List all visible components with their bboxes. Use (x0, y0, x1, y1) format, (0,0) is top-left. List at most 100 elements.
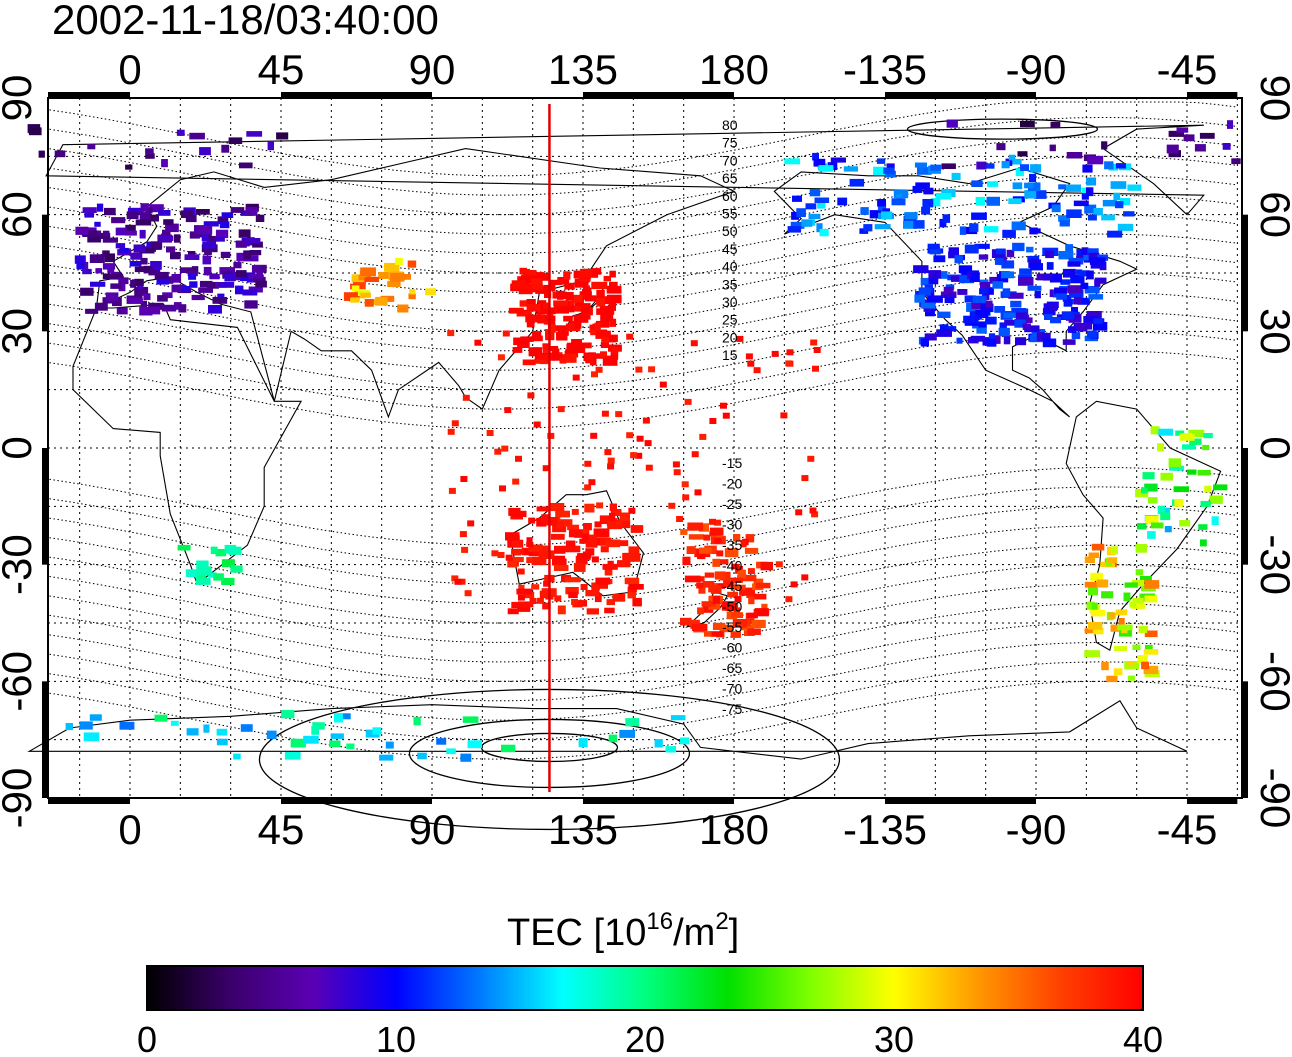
contour-label: -65 (722, 660, 742, 676)
tec-cell (89, 254, 105, 263)
tec-cell (1046, 262, 1054, 270)
tec-cell (266, 730, 277, 740)
y-tick-label-left: 90 (0, 75, 40, 122)
tec-cell (709, 418, 717, 424)
tec-cell (518, 601, 534, 608)
tec-cell (532, 347, 543, 356)
tec-cell (680, 617, 692, 626)
tec-cell (604, 449, 612, 456)
mag-lat-contour (49, 544, 1238, 624)
tec-cell (448, 487, 456, 494)
tec-cell (1015, 337, 1027, 346)
tec-cell (557, 406, 565, 413)
tec-cell (714, 537, 722, 544)
y-tick-label-left: -30 (0, 534, 40, 595)
tec-cell (145, 153, 155, 159)
tec-cell (1108, 612, 1116, 619)
tec-cell (680, 529, 688, 535)
tec-cell (608, 335, 617, 343)
tec-cell (1084, 286, 1100, 294)
x-tick-label-top: 90 (409, 46, 456, 93)
tec-cell (596, 298, 606, 307)
tec-cell (1022, 323, 1031, 330)
tec-cell (221, 577, 235, 585)
tec-cell (1132, 644, 1141, 650)
y-tick-label-right: 60 (1252, 191, 1292, 238)
tec-cell (971, 300, 987, 309)
tec-cell (604, 569, 613, 576)
tec-cell (591, 268, 602, 275)
tec-cell (876, 158, 886, 164)
tec-cell (215, 229, 229, 239)
tec-cell (75, 226, 89, 235)
tec-cell (1020, 164, 1030, 171)
tec-cell (922, 199, 934, 208)
tec-cell (714, 559, 729, 565)
tec-cell (255, 280, 267, 288)
tec-cell (630, 452, 638, 459)
tec-cell (553, 565, 569, 571)
tec-cell (451, 420, 459, 427)
tec-cell (923, 187, 934, 195)
tec-cell (591, 582, 600, 591)
tec-cell (425, 288, 436, 296)
tec-cell (1123, 211, 1135, 217)
tec-cell (642, 417, 650, 424)
tec-cell (199, 280, 213, 288)
tec-cell (692, 623, 708, 631)
tec-cell (527, 392, 535, 399)
tec-cell (573, 314, 589, 323)
tec-cell (134, 244, 145, 253)
tec-cell (335, 713, 351, 720)
tec-cell (516, 588, 533, 595)
tec-cell (730, 584, 746, 590)
tec-cell (179, 267, 195, 273)
tec-cell (1086, 270, 1094, 280)
tec-cell (607, 520, 623, 530)
tec-cell (94, 221, 101, 227)
tec-cell (528, 517, 536, 524)
colorbar: TEC [1016/m2] 0 10 20 30 40 (137, 908, 1163, 1057)
tec-cell (860, 207, 869, 215)
tec-cell (654, 739, 663, 748)
tec-cell (807, 455, 815, 462)
tec-cell (119, 721, 135, 730)
tec-cell (747, 612, 758, 618)
contour-label: 75 (722, 135, 738, 151)
tec-cell (696, 582, 704, 589)
tec-cell (703, 631, 712, 637)
tec-cell (607, 457, 615, 464)
tec-cell (526, 557, 534, 564)
tec-cell (215, 236, 225, 242)
tec-cell (1090, 609, 1106, 617)
frame-bar (885, 798, 1037, 804)
tec-cell (681, 481, 689, 488)
tec-cell (1068, 326, 1077, 333)
tec-cell (102, 230, 110, 237)
tec-cell (573, 270, 583, 279)
tec-cell (189, 132, 205, 140)
tec-cell (512, 510, 527, 518)
tec-cell (177, 544, 191, 551)
tec-cell (539, 358, 549, 365)
tec-cell (544, 289, 552, 298)
tec-cell (1143, 649, 1159, 655)
contour-label: 70 (722, 152, 738, 168)
tec-cell (1107, 557, 1118, 564)
tec-cell (745, 353, 753, 360)
tec-cell (698, 586, 706, 594)
tec-cell (672, 461, 680, 468)
tec-cell (501, 744, 516, 753)
tec-cell (230, 207, 245, 213)
tec-cell (886, 163, 895, 172)
tec-cell (595, 320, 610, 328)
y-axis-left-ticks: 90 60 30 0 -30 -60 -90 (0, 75, 40, 829)
tec-cell (505, 554, 513, 561)
tec-cell (863, 224, 873, 232)
tec-cell (930, 164, 942, 171)
tec-cell (329, 740, 341, 748)
tec-cell (82, 268, 92, 275)
tec-cell (606, 285, 622, 294)
tec-cell (139, 212, 151, 220)
tec-cell (1091, 602, 1098, 610)
